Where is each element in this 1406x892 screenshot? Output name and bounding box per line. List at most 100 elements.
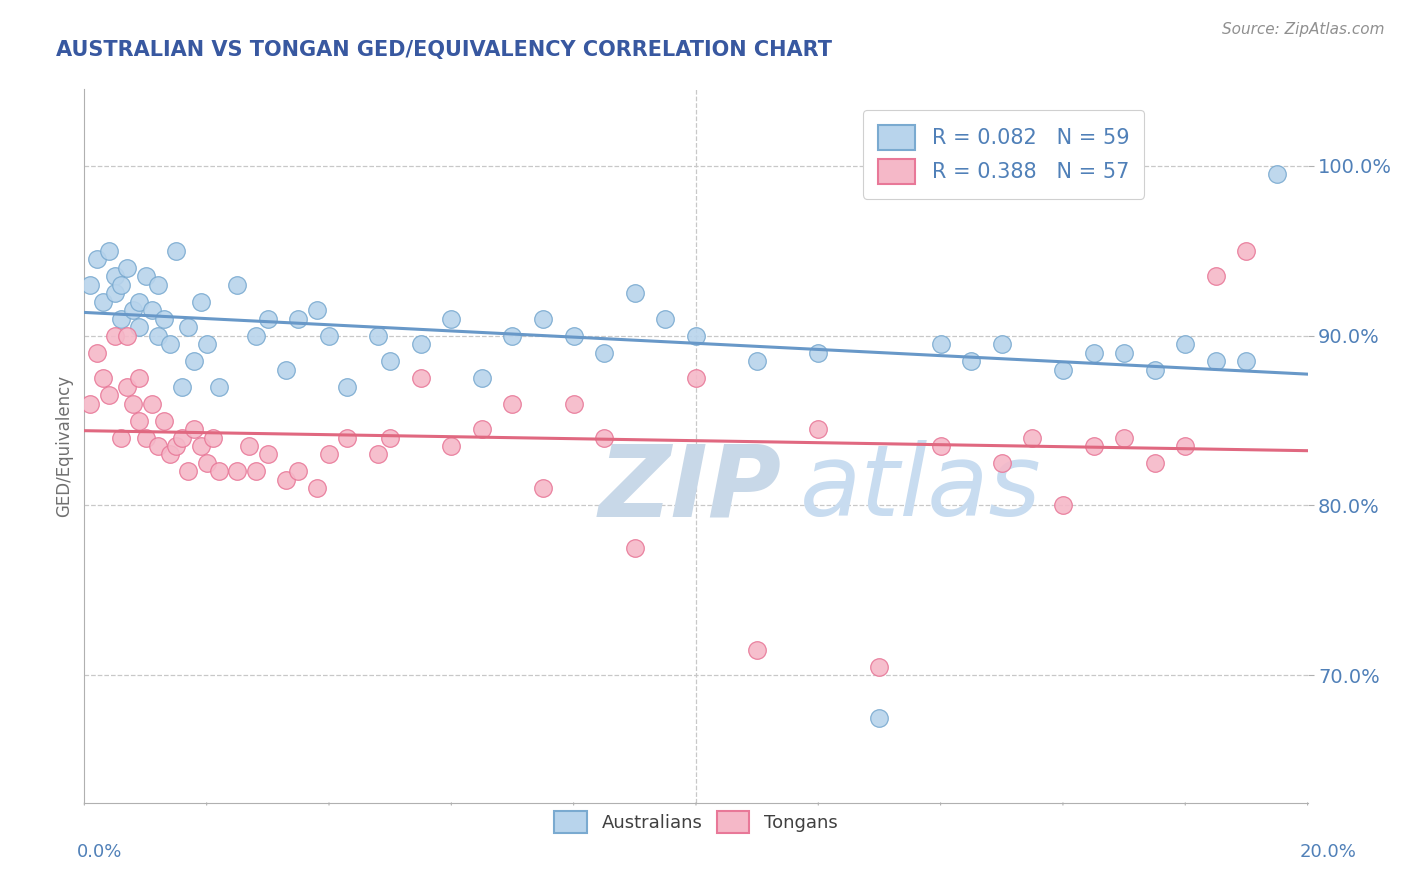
Point <box>991 337 1014 351</box>
Point <box>159 337 181 351</box>
Point <box>624 541 647 555</box>
Point <box>1143 456 1166 470</box>
Point <box>128 294 150 309</box>
Point <box>929 337 952 351</box>
Point <box>91 294 114 309</box>
Point <box>110 277 132 292</box>
Point <box>183 422 205 436</box>
Point <box>115 260 138 275</box>
Point <box>146 328 169 343</box>
Point <box>1052 362 1074 376</box>
Point <box>685 328 707 343</box>
Point <box>86 345 108 359</box>
Point <box>502 396 524 410</box>
Point <box>1236 354 1258 368</box>
Point <box>141 396 163 410</box>
Point <box>685 371 707 385</box>
Point <box>367 328 389 343</box>
Point <box>929 439 952 453</box>
Point <box>1114 345 1136 359</box>
Point <box>141 303 163 318</box>
Y-axis label: GED/Equivalency: GED/Equivalency <box>55 375 73 517</box>
Point <box>257 448 280 462</box>
Point <box>593 345 616 359</box>
Point <box>190 294 212 309</box>
Point <box>318 328 340 343</box>
Text: 20.0%: 20.0% <box>1301 843 1357 861</box>
Text: ZIP: ZIP <box>598 441 782 537</box>
Point <box>257 311 280 326</box>
Point <box>195 456 218 470</box>
Point <box>562 328 585 343</box>
Point <box>409 371 432 385</box>
Point <box>287 311 309 326</box>
Point <box>146 439 169 453</box>
Point <box>238 439 260 453</box>
Point <box>1021 430 1043 444</box>
Point <box>1205 269 1227 284</box>
Text: atlas: atlas <box>800 441 1042 537</box>
Point <box>807 422 830 436</box>
Text: Source: ZipAtlas.com: Source: ZipAtlas.com <box>1222 22 1385 37</box>
Point <box>79 277 101 292</box>
Point <box>654 311 676 326</box>
Point <box>91 371 114 385</box>
Point <box>245 328 267 343</box>
Point <box>115 379 138 393</box>
Point <box>208 465 231 479</box>
Point <box>195 337 218 351</box>
Point <box>287 465 309 479</box>
Point <box>869 660 891 674</box>
Point <box>153 413 176 427</box>
Point <box>110 430 132 444</box>
Point <box>502 328 524 343</box>
Point <box>128 413 150 427</box>
Point <box>471 422 494 436</box>
Point <box>991 456 1014 470</box>
Point <box>305 303 328 318</box>
Point <box>122 396 145 410</box>
Point <box>305 482 328 496</box>
Point <box>807 345 830 359</box>
Point <box>79 396 101 410</box>
Point <box>153 311 176 326</box>
Point <box>115 328 138 343</box>
Point <box>190 439 212 453</box>
Point <box>128 371 150 385</box>
Point <box>440 311 463 326</box>
Point <box>208 379 231 393</box>
Text: 0.0%: 0.0% <box>77 843 122 861</box>
Point <box>593 430 616 444</box>
Point <box>135 269 157 284</box>
Point <box>531 311 554 326</box>
Point <box>624 286 647 301</box>
Point <box>1143 362 1166 376</box>
Point <box>1052 499 1074 513</box>
Point <box>177 320 200 334</box>
Point <box>159 448 181 462</box>
Point <box>531 482 554 496</box>
Point <box>380 354 402 368</box>
Point <box>135 430 157 444</box>
Point <box>165 439 187 453</box>
Point <box>104 286 127 301</box>
Point <box>336 379 359 393</box>
Point <box>226 465 249 479</box>
Point <box>1114 430 1136 444</box>
Point <box>104 328 127 343</box>
Point <box>1236 244 1258 258</box>
Point <box>146 277 169 292</box>
Point <box>97 244 120 258</box>
Point <box>110 311 132 326</box>
Point <box>367 448 389 462</box>
Point <box>97 388 120 402</box>
Point <box>128 320 150 334</box>
Point <box>1083 439 1105 453</box>
Point <box>1265 167 1288 181</box>
Legend: Australians, Tongans: Australians, Tongans <box>540 797 852 847</box>
Point <box>869 711 891 725</box>
Point <box>471 371 494 385</box>
Point <box>440 439 463 453</box>
Point <box>380 430 402 444</box>
Point <box>336 430 359 444</box>
